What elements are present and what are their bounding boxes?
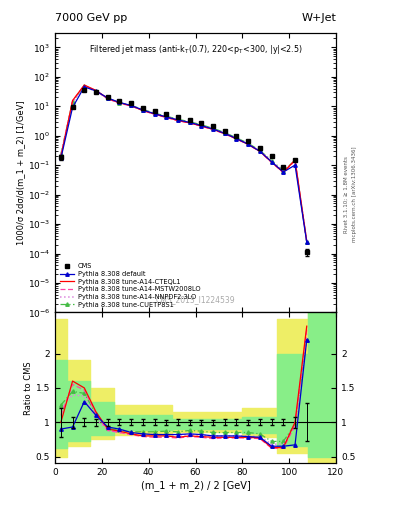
Text: Rivet 3.1.10; ≥ 1.8M events: Rivet 3.1.10; ≥ 1.8M events — [344, 156, 349, 233]
Legend: CMS, Pythia 8.308 default, Pythia 8.308 tune-A14-CTEQL1, Pythia 8.308 tune-A14-M: CMS, Pythia 8.308 default, Pythia 8.308 … — [57, 261, 203, 310]
Text: mcplots.cern.ch [arXiv:1306.3436]: mcplots.cern.ch [arXiv:1306.3436] — [352, 147, 357, 242]
Text: Filtered jet mass (anti-k$_\mathregular{T}$(0.7), 220<p$_\mathregular{T}$<300, |: Filtered jet mass (anti-k$_\mathregular{… — [88, 43, 303, 56]
Y-axis label: Ratio to CMS: Ratio to CMS — [24, 361, 33, 415]
Text: W+Jet: W+Jet — [301, 13, 336, 23]
X-axis label: (m_1 + m_2) / 2 [GeV]: (m_1 + m_2) / 2 [GeV] — [141, 480, 250, 491]
Y-axis label: 1000/σ 2dσ/d(m_1 + m_2) [1/GeV]: 1000/σ 2dσ/d(m_1 + m_2) [1/GeV] — [16, 100, 25, 245]
Text: CMS_2013_I1224539: CMS_2013_I1224539 — [156, 295, 235, 304]
Text: 7000 GeV pp: 7000 GeV pp — [55, 13, 127, 23]
